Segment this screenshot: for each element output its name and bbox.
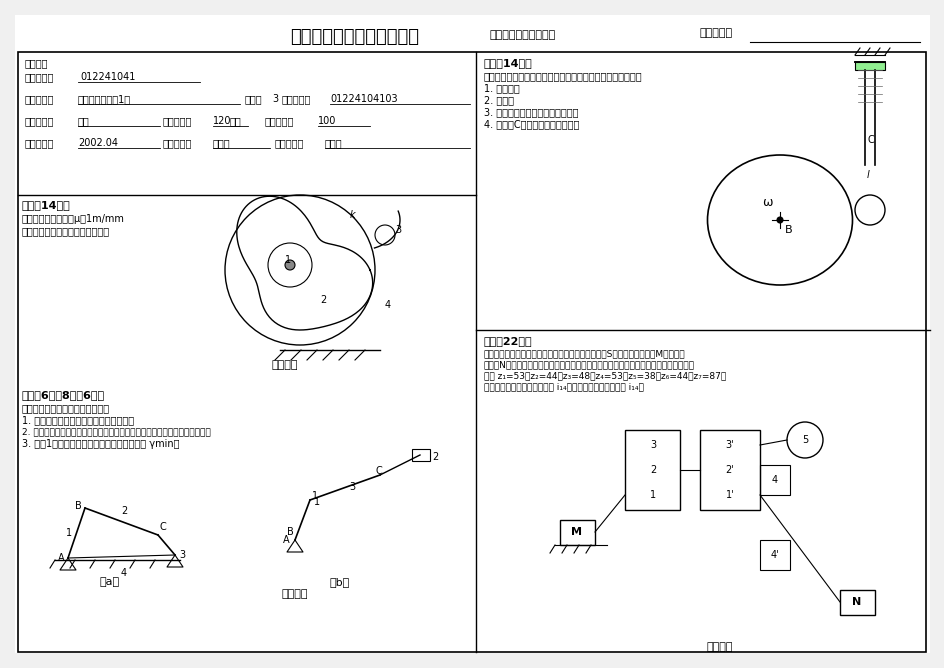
Text: 3. 显示位置从动件位移及压力角。: 3. 显示位置从动件位移及压力角。	[483, 107, 578, 117]
Text: 4: 4	[384, 300, 391, 310]
Text: 试卷编号：: 试卷编号：	[281, 94, 311, 104]
Text: 100: 100	[318, 116, 336, 126]
Text: 012241041: 012241041	[80, 72, 135, 82]
Text: 机械设计基础（1）: 机械设计基础（1）	[78, 94, 131, 104]
Text: 考试方式：: 考试方式：	[25, 116, 55, 126]
Bar	[412, 449, 430, 461]
Text: 图（二）: 图（二）	[281, 589, 308, 599]
Text: A: A	[58, 553, 64, 563]
Text: 2. 该机构是否存在死点位置？若存在，请画出死点位置并说出机构的原动件；: 2. 该机构是否存在死点位置？若存在，请画出死点位置并说出机构的原动件；	[22, 427, 211, 436]
Text: 一、（14分）: 一、（14分）	[22, 200, 71, 210]
Text: 课程名称：: 课程名称：	[25, 94, 55, 104]
Text: 4: 4	[121, 568, 127, 578]
Text: （教师组卷、存档用）: （教师组卷、存档用）	[490, 30, 556, 40]
Text: 大纲编号：: 大纲编号：	[25, 72, 55, 82]
Text: 2: 2	[431, 452, 438, 462]
Text: 2: 2	[320, 295, 326, 305]
Text: ω: ω	[761, 196, 771, 208]
Text: 图示为一小型起重机构，一般工作情况下，单头螺杆S不锈，动力由电机M输入，带: 图示为一小型起重机构，一般工作情况下，单头螺杆S不锈，动力由电机M输入，带	[483, 349, 685, 358]
Text: 图示为一偏置滚子置动从动件盘形凸轮机构，试在图上给出：: 图示为一偏置滚子置动从动件盘形凸轮机构，试在图上给出：	[483, 71, 642, 81]
Text: （a）: （a）	[100, 577, 120, 587]
Text: 4: 4	[771, 475, 777, 485]
Text: 图（一）: 图（一）	[272, 360, 298, 370]
Text: B: B	[75, 501, 82, 511]
Text: 档案编号：: 档案编号：	[700, 28, 733, 38]
Text: N: N	[851, 597, 861, 607]
Text: 绘制，试绘制它的机构运动简图。: 绘制，试绘制它的机构运动简图。	[22, 226, 110, 236]
Text: 1. 偏距圆。: 1. 偏距圆。	[483, 83, 519, 93]
Text: 1: 1	[312, 491, 318, 501]
Text: 3. 构件1为原动件时，作图给出其最小传动角 γmin。: 3. 构件1为原动件时，作图给出其最小传动角 γmin。	[22, 439, 179, 449]
Text: 3: 3	[649, 440, 655, 450]
Text: 1: 1	[649, 490, 655, 500]
Text: 4': 4'	[770, 550, 779, 560]
Text: 4. 滚子在C点接触时凸轮的转角。: 4. 滚子在C点接触时凸轮的转角。	[483, 119, 579, 129]
Bar	[839, 590, 874, 615]
Text: 1: 1	[285, 255, 291, 265]
Text: 5: 5	[801, 435, 807, 445]
Text: 3: 3	[178, 550, 185, 560]
Text: A: A	[282, 535, 289, 545]
Text: C: C	[376, 466, 382, 476]
Text: （b）: （b）	[329, 577, 350, 587]
Text: M: M	[571, 527, 582, 537]
Text: 120: 120	[212, 116, 231, 126]
Text: 四、（22分）: 四、（22分）	[483, 336, 532, 346]
Text: 已知 z₁=53，z₂=44，z₃=48，z₄=53，z₅=38，z₆=44，z₇=87。: 已知 z₁=53，z₂=44，z₃=48，z₄=53，z₅=38，z₆=44，z…	[483, 371, 726, 380]
Text: 分钟: 分钟	[229, 116, 242, 126]
Text: 2002.04: 2002.04	[78, 138, 118, 148]
Text: k: k	[349, 210, 355, 220]
Text: 考试时间：: 考试时间：	[162, 116, 193, 126]
Bar	[759, 540, 789, 570]
Text: 审定教师：: 审定教师：	[275, 138, 304, 148]
Text: 课程名学: 课程名学	[25, 58, 48, 68]
Text: 2: 2	[121, 506, 127, 516]
Text: 学分：: 学分：	[244, 94, 262, 104]
Circle shape	[285, 260, 295, 270]
Bar	[624, 430, 680, 510]
Text: 组卷教师：: 组卷教师：	[162, 138, 193, 148]
Text: 1: 1	[313, 497, 320, 507]
Bar	[18, 52, 925, 652]
Bar	[759, 465, 789, 495]
Text: 图（四）: 图（四）	[706, 642, 733, 652]
Text: l: l	[866, 170, 868, 180]
Text: 董建一: 董建一	[325, 138, 343, 148]
Text: 2': 2'	[725, 465, 733, 475]
Bar	[854, 62, 885, 70]
Text: 01224104103: 01224104103	[329, 94, 397, 104]
Text: 图（二）所示两种机构中，要求：: 图（二）所示两种机构中，要求：	[22, 403, 110, 413]
Text: 1': 1'	[725, 490, 733, 500]
Text: 1. 列出各构件元素固件组，并说明原因；: 1. 列出各构件元素固件组，并说明原因；	[22, 415, 134, 425]
Text: C: C	[866, 135, 873, 145]
Text: 3: 3	[348, 482, 355, 492]
Text: 满分分值：: 满分分值：	[264, 116, 295, 126]
Text: 组卷年月：: 组卷年月：	[25, 138, 55, 148]
Circle shape	[776, 217, 783, 223]
Text: 图（一）所示机构按μ＝1m/mm: 图（一）所示机构按μ＝1m/mm	[22, 214, 125, 224]
Text: 3: 3	[272, 94, 278, 104]
Text: 2. 基圆。: 2. 基圆。	[483, 95, 514, 105]
Text: 三、（14分）: 三、（14分）	[483, 58, 532, 68]
Text: 宋格利: 宋格利	[212, 138, 230, 148]
Text: 3': 3'	[725, 440, 733, 450]
Text: 求：一般工作情况下的传动比 i₁₄，提道起重量时的传动比 i₁₄。: 求：一般工作情况下的传动比 i₁₄，提道起重量时的传动比 i₁₄。	[483, 382, 643, 391]
Text: 2: 2	[649, 465, 655, 475]
Text: 1: 1	[66, 528, 72, 538]
Text: B: B	[784, 225, 792, 235]
Text: 闭卷: 闭卷	[78, 116, 90, 126]
Text: 二、（6分＋8分＋6分）: 二、（6分＋8分＋6分）	[22, 390, 105, 400]
Text: 3: 3	[395, 225, 400, 235]
Text: B: B	[287, 527, 294, 537]
Text: C: C	[160, 522, 166, 532]
Bar	[700, 430, 759, 510]
Text: 南京理工大学课程考试试卷: 南京理工大学课程考试试卷	[290, 28, 418, 46]
Text: 动齿轮N转动。当电机发生故障或遇道运行起重量时，电动机停机并制生，用销爪停动。: 动齿轮N转动。当电机发生故障或遇道运行起重量时，电动机停机并制生，用销爪停动。	[483, 360, 694, 369]
Bar	[560, 520, 595, 545]
